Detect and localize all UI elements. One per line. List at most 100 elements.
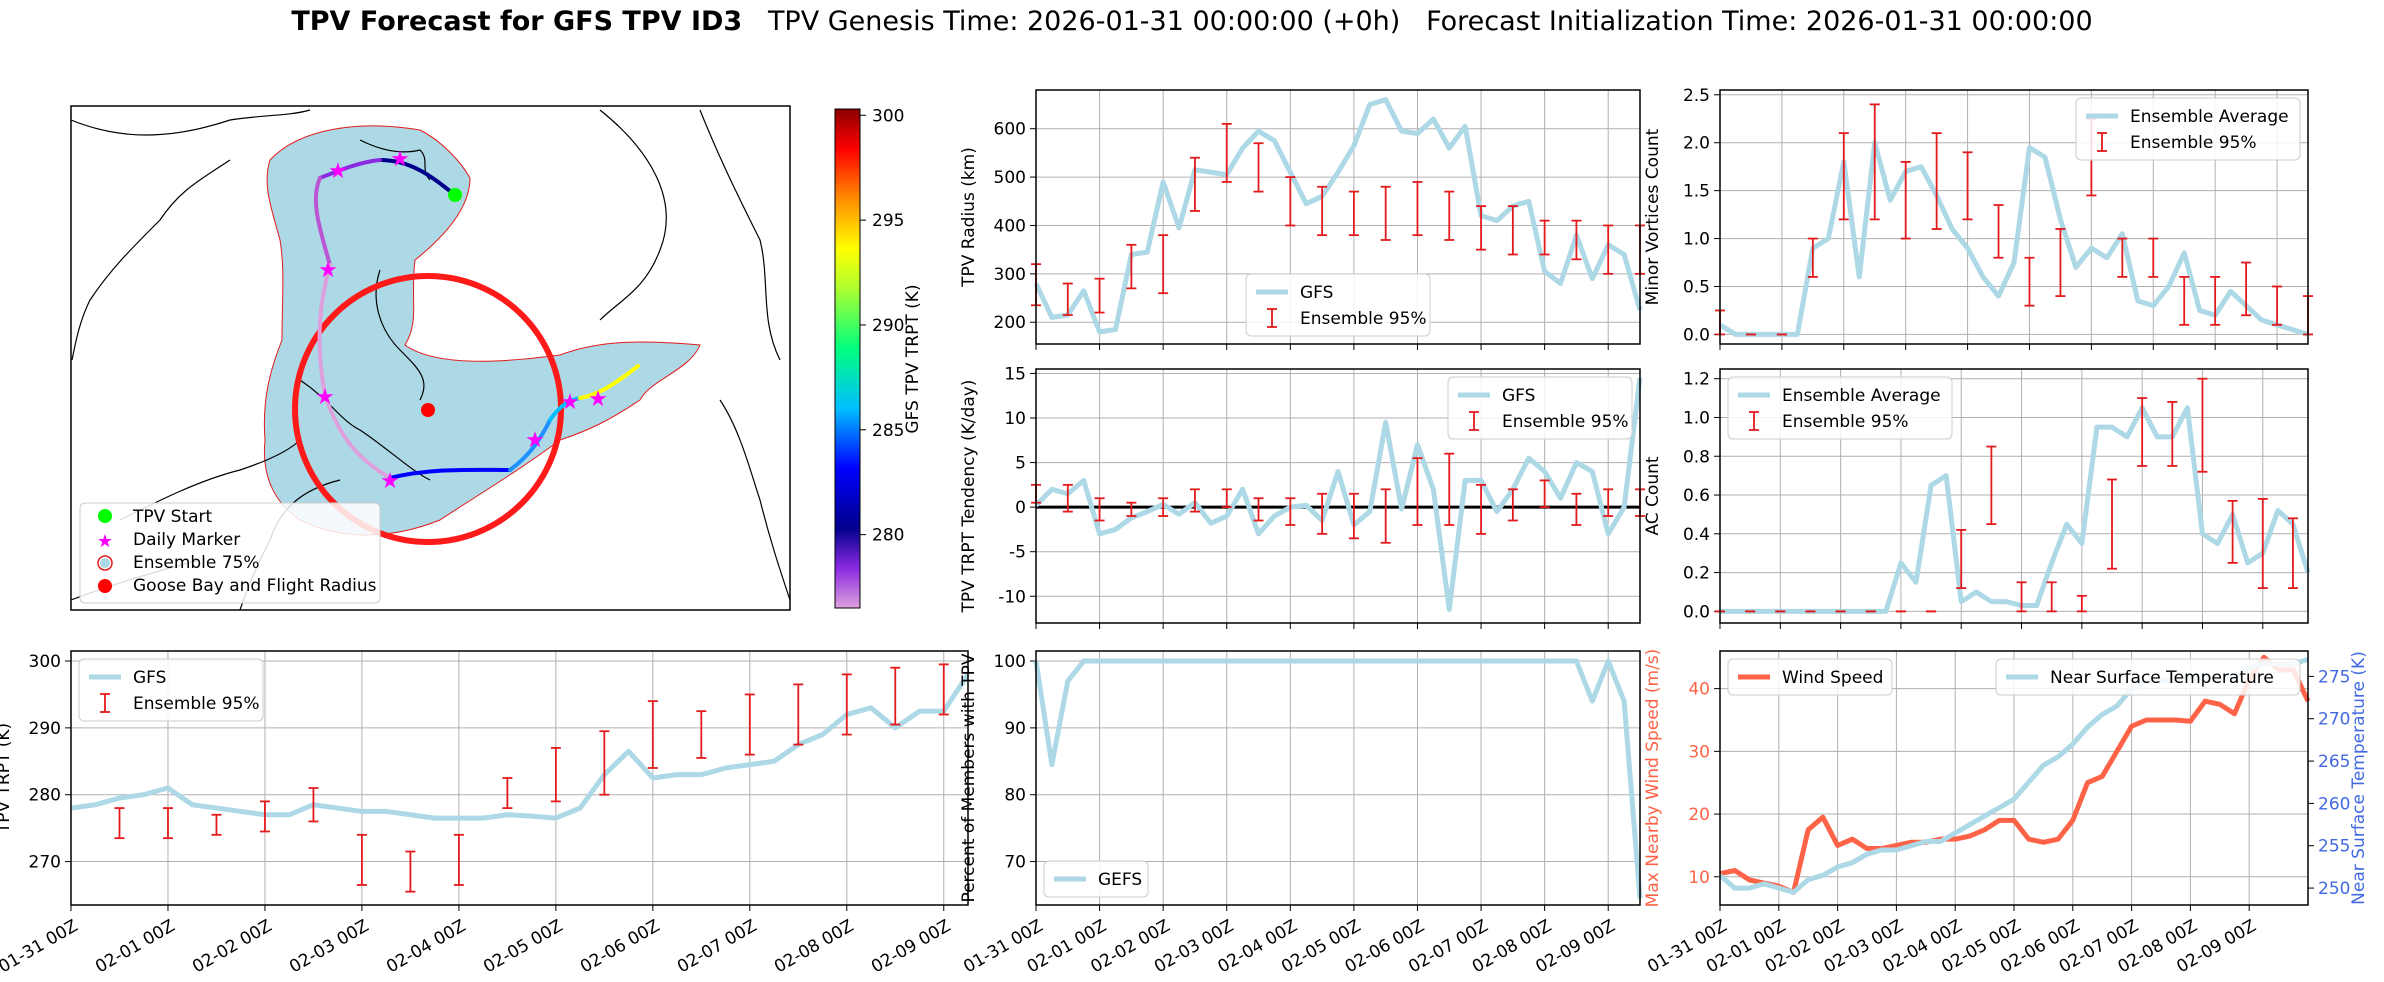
legend-box [1995,658,2301,696]
legend-goose-bay: Goose Bay and Flight Radius [133,576,377,596]
error-bar [841,673,852,736]
colorbar-tick-label: 295 [872,211,904,231]
error-bar [1348,190,1359,237]
error-bar [1221,122,1232,183]
y-axis-label: Percent of Members with TPV [959,653,979,902]
error-bar [1412,181,1423,237]
error-bar [1539,479,1550,509]
series-line-ensemble-average [1718,140,2309,337]
y-axis-label: TPV Radius (km) [959,147,979,288]
error-bar [647,700,658,769]
y-tick-label: 0.0 [1683,602,1710,622]
x-tick-label: 02-09 00Z [868,916,954,977]
plot-frame [1035,89,1641,345]
y-axis-label: Minor Vortices Count [1643,128,1663,305]
x-tick-label: 02-07 00Z [674,916,760,977]
legend-label: Ensemble 95% [1300,309,1427,329]
svg-text:★: ★ [315,385,335,410]
legend-box [1727,376,1953,440]
y-tick-label: 300 [29,652,61,672]
legend-label: GEFS [1098,870,1142,890]
error-bar [1869,103,1880,221]
colorbar-tick-label: 290 [872,316,904,336]
error-bar [405,850,416,893]
chart-radius: 200 300 400 500 600 TPV Radius (km) GFS Ensembl… [959,89,1645,350]
error-bar [2241,261,2252,317]
legend-box [1043,860,1149,898]
y-tick-label: 0.4 [1683,525,1710,545]
tpv-track [313,158,640,480]
error-bar [162,807,173,840]
error-bar [1412,457,1423,526]
map-legend: ★ TPV Start Daily Marker Ensemble 75% Go… [79,502,381,604]
y-tick-label: 20 [1688,805,1710,825]
error-bar [1317,185,1328,237]
error-bar [1380,185,1391,241]
y-tick-label: 15 [1004,364,1026,384]
chart-minor: 0.0 0.5 1.0 1.5 2.0 2.5 Minor Vortices Count En… [1643,86,2313,350]
legend: Ensemble Average Ensemble 95% [1727,376,1953,440]
legend: Ensemble Average Ensemble 95% [2075,97,2301,161]
error-bar [1571,219,1582,261]
legend-box [78,658,264,722]
y-tick-label: 0.8 [1683,447,1710,467]
figure-title: TPV Forecast for GFS TPV ID3 TPV Genesis… [0,6,2384,37]
y-tick-label: -10 [998,587,1026,607]
legend-label: Near Surface Temperature [2050,668,2274,688]
y-tick-label: 1.0 [1683,230,1710,250]
legend: Near Surface Temperature [1995,658,2301,696]
svg-text:★: ★ [588,387,608,412]
error-bar [2287,517,2298,589]
y-tick-label: 280 [29,786,61,806]
error-bar [1507,488,1518,522]
init-time: Forecast Initialization Time: 2026-01-31… [1426,6,2093,37]
y2-tick-label: 265 [2318,752,2350,772]
error-bar [1062,282,1073,316]
error-bar [1444,452,1455,526]
series-line-gfs [1033,97,1643,335]
legend: GFS Ensemble 95% [1245,273,1431,337]
error-bar [2148,237,2159,278]
error-bar [1094,277,1105,314]
error-bar [1476,483,1487,535]
y-tick-label: 40 [1688,680,1710,700]
y-tick-label: 2.0 [1683,134,1710,154]
colorbar-tick-label: 280 [872,526,904,546]
y-tick-label: 300 [994,265,1026,285]
svg-text:★: ★ [525,428,545,453]
legend-label: Ensemble Average [2130,107,2289,127]
y-tick-label: 10 [1004,409,1026,429]
error-bar [308,787,319,823]
error-bar [1221,488,1232,509]
error-bar [2024,256,2035,307]
y-tick-label: 200 [994,313,1026,333]
error-bar [1900,160,1911,240]
series-line-gfs [1034,377,1643,613]
legend-label: Wind Speed [1782,668,1883,688]
error-bar [2016,581,2027,613]
y-tick-label: 100 [994,652,1026,672]
daily-markers: ★ ★ ★ ★ ★ ★ ★ ★ [315,147,608,494]
error-bar [1158,497,1169,517]
y-tick-label: 290 [29,719,61,739]
legend-label: Ensemble 95% [2130,133,2257,153]
error-bar [1993,204,2004,259]
legend-box [2075,97,2301,161]
x-tick-label: 01-31 00Z [0,916,82,977]
error-bar [2137,397,2148,467]
y2-tick-label: 270 [2318,710,2350,730]
plot-frame [1719,368,2309,624]
x-tick-label: 02-04 00Z [383,916,469,977]
error-bar [1956,529,1967,589]
error-bar [793,683,804,746]
figure-title-bold: TPV Forecast for GFS TPV ID3 [291,6,743,37]
error-bar [1158,234,1169,295]
plot-frame [1719,89,2309,345]
x-tick-label: 02-06 00Z [577,916,663,977]
error-bar [1507,205,1518,256]
y2-tick-label: 250 [2318,879,2350,899]
y-tick-label: 0 [1015,498,1026,518]
